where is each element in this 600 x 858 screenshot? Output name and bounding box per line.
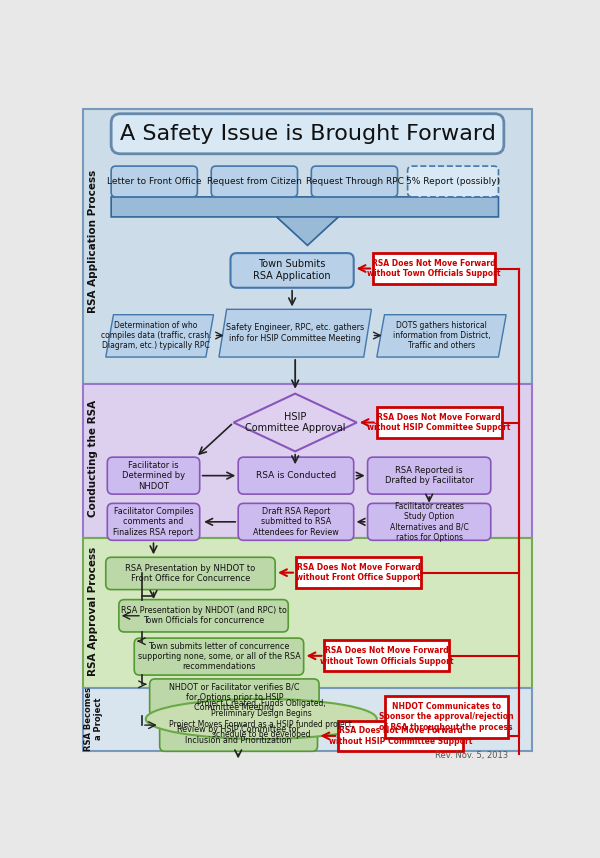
- FancyBboxPatch shape: [311, 166, 398, 196]
- FancyBboxPatch shape: [368, 504, 491, 541]
- Text: Facilitator Compiles
comments and
Finalizes RSA report: Facilitator Compiles comments and Finali…: [113, 507, 194, 537]
- Polygon shape: [233, 394, 357, 451]
- Bar: [83, 538, 532, 688]
- FancyBboxPatch shape: [230, 253, 354, 287]
- FancyBboxPatch shape: [111, 166, 197, 196]
- Bar: [325, 640, 449, 671]
- Text: NHDOT or Facilitator verifies B/C
for Options prior to HSIP
Committee Meeting: NHDOT or Facilitator verifies B/C for Op…: [169, 682, 299, 712]
- FancyBboxPatch shape: [211, 166, 298, 196]
- Bar: [385, 696, 508, 738]
- Polygon shape: [111, 196, 499, 238]
- Text: RSA Presentation by NHDOT to
Front Office for Concurrence: RSA Presentation by NHDOT to Front Offic…: [125, 564, 256, 583]
- Polygon shape: [106, 315, 214, 357]
- Text: RSA Reported is
Drafted by Facilitator: RSA Reported is Drafted by Facilitator: [385, 466, 473, 486]
- Text: RSA Does Not Move Forward
without Town Officials Support: RSA Does Not Move Forward without Town O…: [367, 259, 500, 278]
- FancyBboxPatch shape: [407, 166, 499, 196]
- FancyBboxPatch shape: [119, 600, 288, 632]
- FancyBboxPatch shape: [111, 114, 504, 154]
- Text: Rev. Nov. 5, 2013: Rev. Nov. 5, 2013: [434, 752, 508, 760]
- Text: Letter to Front Office: Letter to Front Office: [107, 177, 202, 186]
- Bar: [296, 557, 421, 588]
- Text: Town Submits
RSA Application: Town Submits RSA Application: [253, 259, 331, 281]
- Polygon shape: [219, 310, 371, 357]
- FancyBboxPatch shape: [106, 557, 275, 589]
- Text: A Safety Issue is Brought Forward: A Safety Issue is Brought Forward: [119, 124, 496, 144]
- Bar: [83, 384, 532, 538]
- Text: Town submits letter of concurrence
supporting none, some, or all of the RSA
reco: Town submits letter of concurrence suppo…: [137, 642, 301, 672]
- Text: RSA Application Process: RSA Application Process: [88, 170, 98, 313]
- FancyBboxPatch shape: [107, 457, 200, 494]
- Text: Request Through RPC: Request Through RPC: [305, 177, 403, 186]
- Text: Review by HSIP Committee for
Inclusion and Prioritization: Review by HSIP Committee for Inclusion a…: [177, 725, 299, 745]
- FancyBboxPatch shape: [368, 457, 491, 494]
- FancyBboxPatch shape: [107, 504, 200, 541]
- Text: RSA Approval Process: RSA Approval Process: [88, 547, 98, 676]
- Text: Draft RSA Report
submitted to RSA
Attendees for Review: Draft RSA Report submitted to RSA Attend…: [253, 507, 339, 537]
- Text: Request from Citizen: Request from Citizen: [207, 177, 302, 186]
- Text: RSA Does Not Move Forward
without HSIP Committee Support: RSA Does Not Move Forward without HSIP C…: [329, 726, 472, 746]
- Text: Facilitator creates
Study Option
Alternatives and B/C
ratios for Options: Facilitator creates Study Option Alterna…: [390, 502, 469, 542]
- FancyBboxPatch shape: [238, 457, 354, 494]
- Polygon shape: [277, 217, 338, 245]
- Bar: [83, 109, 532, 384]
- Text: NHDOT Communicates to
Sponsor the approval/rejection
of RSA throughout the proce: NHDOT Communicates to Sponsor the approv…: [379, 702, 514, 732]
- Text: 5% Report (possibly): 5% Report (possibly): [406, 177, 500, 186]
- FancyBboxPatch shape: [238, 504, 354, 541]
- Text: Facilitator is
Determined by
NHDOT: Facilitator is Determined by NHDOT: [122, 461, 185, 491]
- Text: RSA is Conducted: RSA is Conducted: [256, 471, 336, 480]
- Text: Project Created, Funds Obligated,
Preliminary Design Begins
Project Moves Forwar: Project Created, Funds Obligated, Prelim…: [169, 699, 354, 739]
- Bar: [377, 407, 502, 438]
- Text: Safety Engineer, RPC, etc. gathers
info for HSIP Committee Meeting: Safety Engineer, RPC, etc. gathers info …: [226, 323, 364, 343]
- Text: Conducting the RSA: Conducting the RSA: [88, 400, 98, 517]
- Text: RSA Does Not Move Forward
without Town Officials Support: RSA Does Not Move Forward without Town O…: [320, 646, 454, 666]
- Bar: [83, 688, 532, 752]
- FancyBboxPatch shape: [149, 679, 319, 716]
- Polygon shape: [377, 315, 506, 357]
- Text: RSA Does Not Move Forward
without Front Office Support: RSA Does Not Move Forward without Front …: [296, 563, 421, 583]
- FancyBboxPatch shape: [134, 638, 304, 675]
- Bar: [338, 721, 463, 752]
- Text: HSIP
Committee Approval: HSIP Committee Approval: [245, 412, 346, 433]
- Text: Determination of who
compiles data (traffic, crash.
Diagram, etc.) typically RPC: Determination of who compiles data (traf…: [101, 321, 211, 350]
- Ellipse shape: [146, 699, 377, 739]
- Text: RSA Becomes
a Project: RSA Becomes a Project: [84, 687, 103, 751]
- FancyBboxPatch shape: [160, 719, 317, 752]
- Text: DOTS gathers historical
information from District,
Traffic and others: DOTS gathers historical information from…: [392, 321, 490, 350]
- Text: RSA Presentation by NHDOT (and RPC) to
Town Officials for concurrence: RSA Presentation by NHDOT (and RPC) to T…: [121, 606, 286, 625]
- Text: RSA Does Not Move Forward
without HSIP Committee Support: RSA Does Not Move Forward without HSIP C…: [367, 413, 511, 432]
- Bar: [373, 253, 494, 284]
